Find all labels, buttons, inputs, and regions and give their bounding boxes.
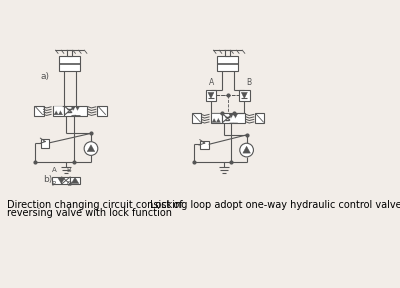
Bar (222, 113, 233, 123)
Bar (61, 177, 70, 184)
Text: reversing valve with lock function: reversing valve with lock function (8, 208, 172, 218)
Bar (52, 177, 61, 184)
Polygon shape (71, 107, 80, 115)
Text: b): b) (43, 175, 52, 184)
Bar (225, 50, 230, 56)
Bar (233, 113, 245, 123)
Polygon shape (71, 177, 79, 183)
Bar (98, 106, 106, 115)
Text: Direction changing circuit consist of: Direction changing circuit consist of (8, 200, 183, 210)
Bar (192, 113, 202, 123)
Polygon shape (58, 177, 65, 183)
Bar (70, 177, 80, 184)
Polygon shape (229, 114, 238, 122)
Text: B: B (67, 167, 72, 173)
Bar (59, 56, 80, 71)
Bar (53, 106, 64, 115)
Text: A: A (52, 167, 56, 173)
Circle shape (240, 143, 254, 157)
Bar (41, 139, 49, 148)
Polygon shape (241, 92, 247, 98)
Bar (206, 90, 216, 101)
Polygon shape (87, 145, 95, 151)
Text: A: A (209, 78, 214, 87)
Bar (217, 56, 238, 71)
Polygon shape (212, 114, 220, 122)
Polygon shape (229, 115, 238, 122)
Text: P: P (52, 181, 56, 187)
Circle shape (84, 142, 98, 156)
Text: B: B (246, 78, 251, 87)
Text: a): a) (41, 72, 50, 81)
Bar (200, 141, 209, 149)
Bar (76, 106, 87, 115)
Text: Locking loop adopt one-way hydraulic control valve: Locking loop adopt one-way hydraulic con… (150, 200, 400, 210)
Polygon shape (212, 115, 220, 122)
Bar (255, 113, 264, 123)
Polygon shape (54, 107, 62, 115)
Bar (239, 90, 250, 101)
Polygon shape (208, 92, 214, 98)
Bar (34, 106, 44, 115)
Text: O: O (67, 181, 72, 187)
Bar (68, 50, 72, 56)
Polygon shape (243, 146, 250, 153)
Bar (64, 106, 76, 115)
Polygon shape (71, 107, 80, 114)
Bar (210, 113, 222, 123)
Polygon shape (54, 107, 62, 114)
